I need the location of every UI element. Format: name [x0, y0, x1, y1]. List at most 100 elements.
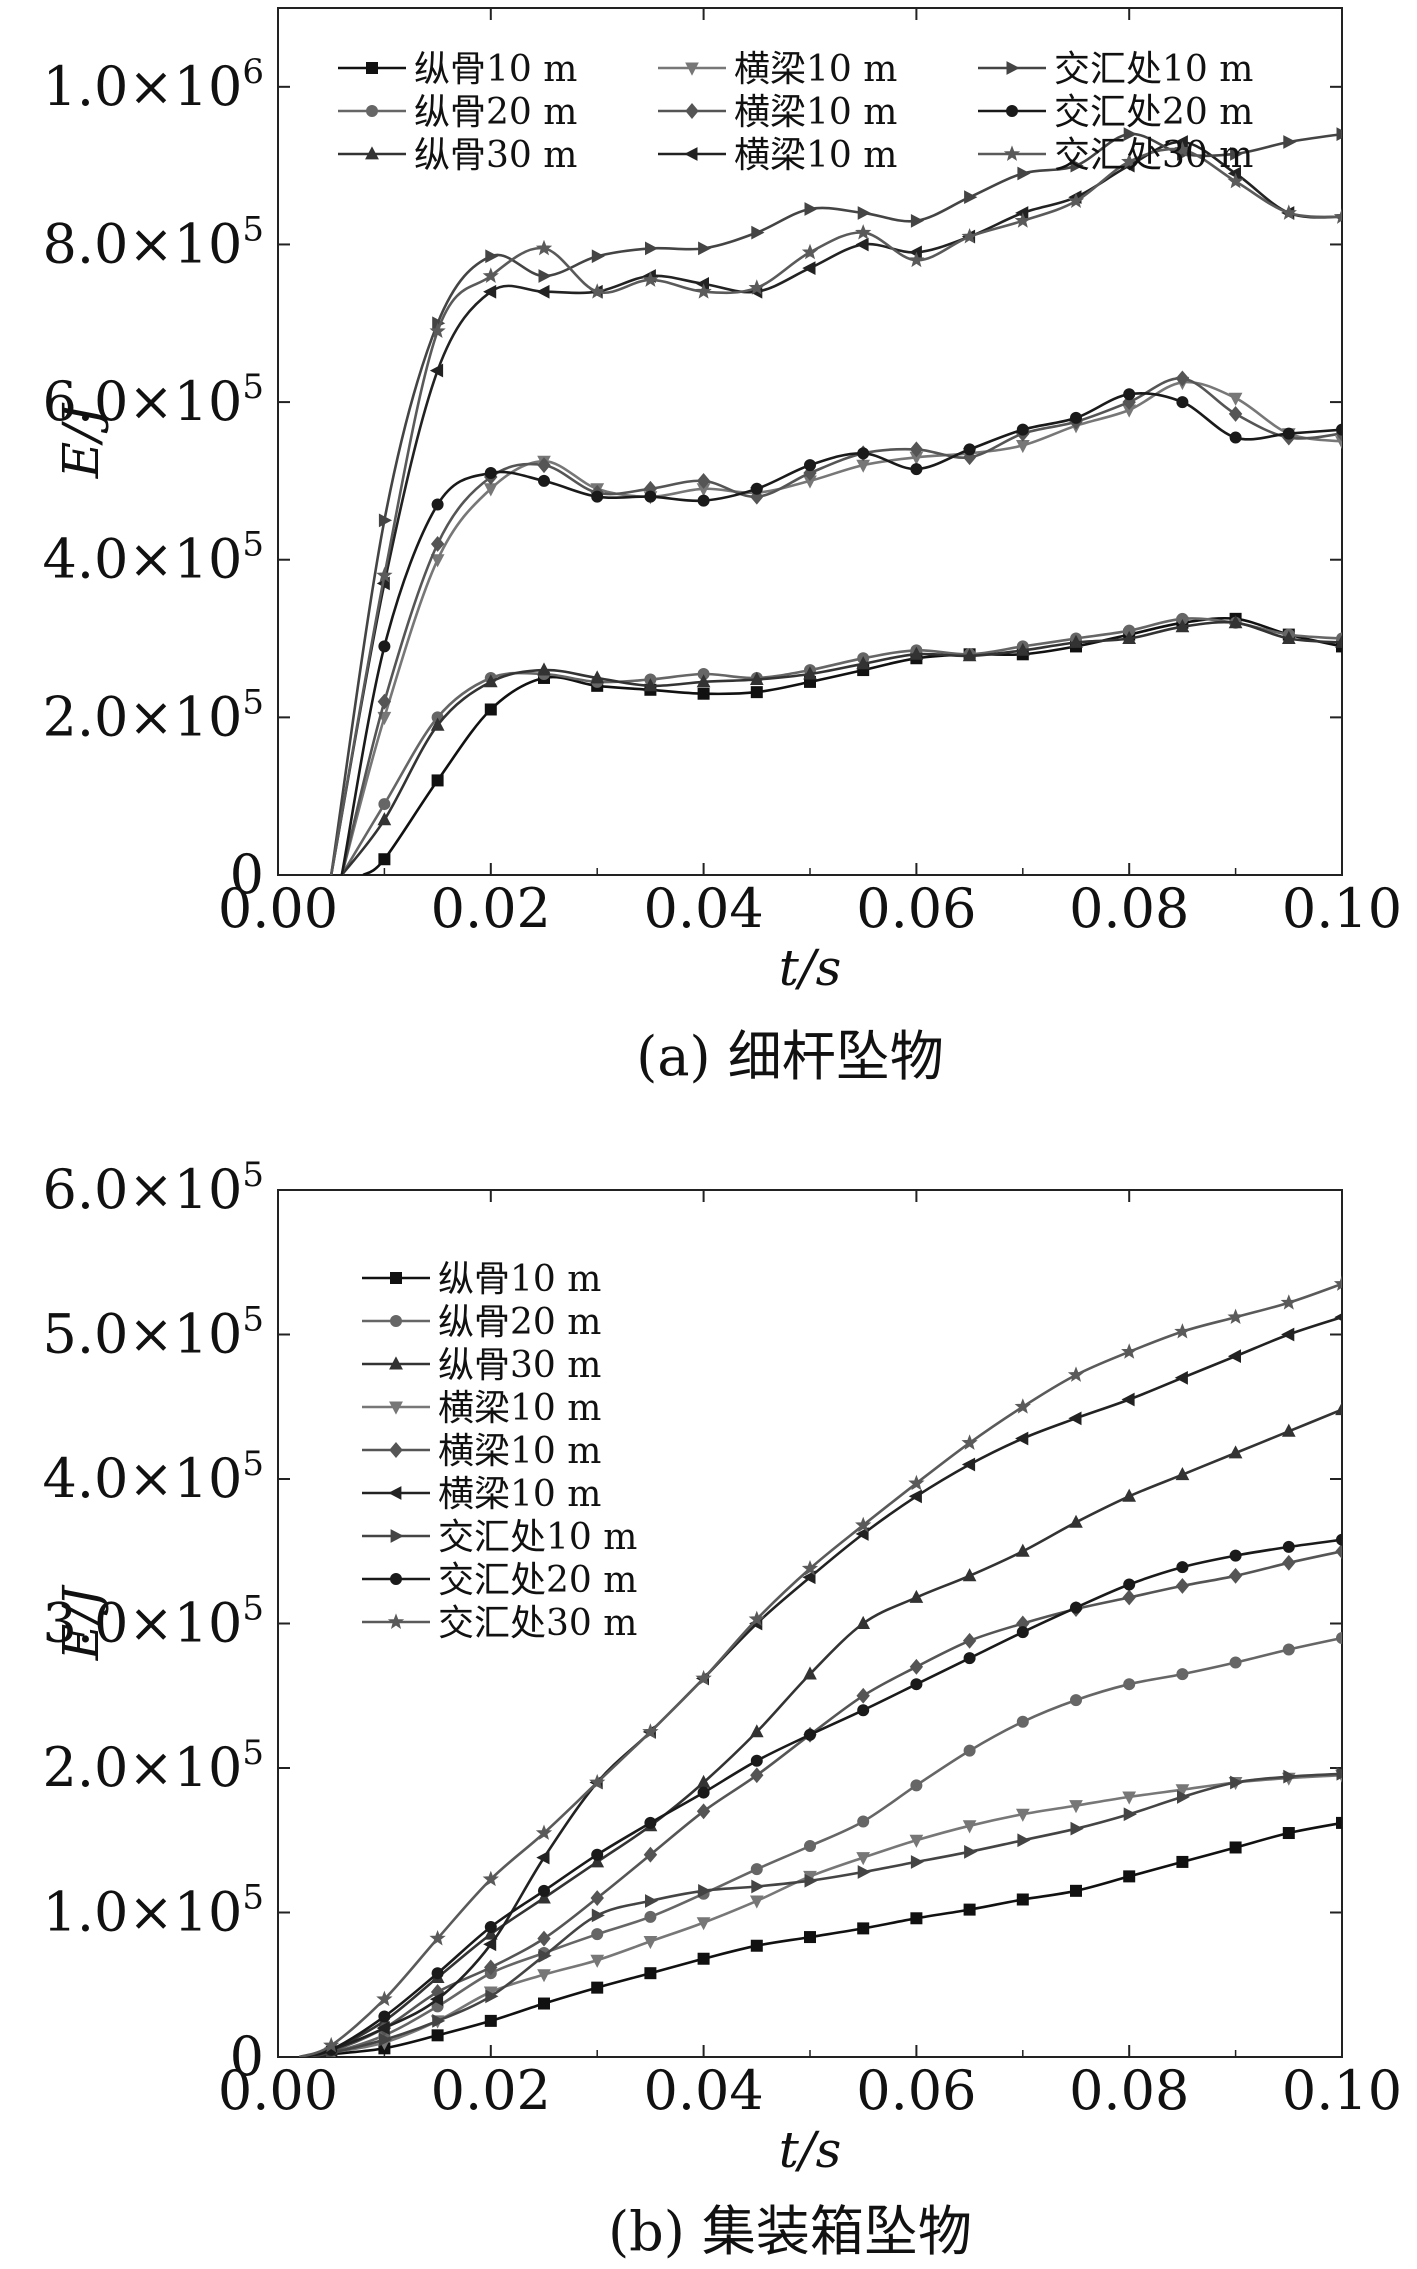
series-line — [299, 1538, 1342, 2057]
data-point — [802, 1570, 816, 1585]
legend-marker — [390, 1272, 402, 1284]
data-point — [1067, 192, 1085, 209]
data-point — [749, 1895, 764, 1909]
legend-marker — [366, 105, 378, 117]
data-point — [643, 678, 658, 692]
legend-marker — [390, 1573, 402, 1585]
data-point — [1229, 1549, 1242, 1562]
data-point — [642, 1723, 659, 1739]
data-point — [1335, 1543, 1342, 1560]
series-layer — [298, 1275, 1342, 2057]
y-tick-exponent: 5 — [242, 1589, 264, 1629]
data-point — [1334, 1313, 1342, 1322]
series-line — [299, 1315, 1342, 2057]
data-point — [590, 1854, 605, 1868]
data-point — [1229, 1841, 1242, 1854]
legend-marker — [1006, 61, 1020, 75]
data-point — [962, 1820, 977, 1834]
data-point — [1335, 634, 1342, 648]
legend-marker — [390, 1529, 404, 1543]
data-point — [1122, 1589, 1136, 1606]
data-point — [803, 1666, 817, 1680]
y-tick-exponent: 5 — [242, 1878, 264, 1918]
y-tick-label: 8.0×105 — [43, 209, 264, 275]
data-point — [1280, 1294, 1297, 1310]
data-point — [1336, 423, 1342, 436]
data-point — [591, 1848, 604, 1861]
panel-b-container-chart: 0.00 0.02 0.04 0.06 0.08 0.1001.0×1052.0×1053… — [43, 1155, 1403, 2263]
data-point — [696, 473, 711, 489]
data-point — [909, 441, 924, 458]
data-point — [908, 251, 925, 268]
x-tick-label: 0.08 — [1069, 877, 1189, 940]
data-point — [1228, 615, 1243, 629]
data-point — [1175, 619, 1190, 633]
data-point — [1227, 1349, 1241, 1364]
legend-label: 横梁10 m — [734, 135, 897, 176]
legend-label: 横梁10 m — [438, 1474, 601, 1515]
series-line — [340, 392, 1342, 875]
y-tick-mantissa: 6.0×10 — [43, 1158, 243, 1221]
data-point — [591, 249, 605, 264]
data-point — [963, 1903, 976, 1916]
data-point — [1015, 642, 1030, 656]
data-point — [537, 1890, 551, 1904]
data-point — [856, 1852, 871, 1866]
data-point — [538, 1884, 550, 1897]
data-point — [591, 1928, 604, 1941]
data-point — [964, 190, 978, 205]
data-point — [856, 1687, 870, 1704]
data-point — [963, 443, 976, 456]
data-point — [645, 241, 659, 256]
data-point — [431, 774, 444, 787]
y-tick-exponent: 5 — [242, 525, 264, 565]
y-tick-exponent: 6 — [242, 52, 264, 92]
data-point — [429, 1930, 446, 1946]
x-axis-label: t/s — [779, 2121, 842, 2179]
data-point — [697, 1786, 710, 1799]
data-point — [751, 225, 765, 240]
data-point — [483, 1926, 498, 1940]
data-point — [378, 2032, 393, 2047]
data-point — [698, 1883, 712, 1898]
data-point — [1333, 208, 1342, 224]
data-point — [430, 536, 445, 552]
data-point — [748, 1610, 765, 1627]
data-point — [537, 1930, 551, 1947]
data-point — [643, 1846, 658, 1863]
y-tick-mantissa: 0 — [230, 843, 264, 906]
y-tick-label: 2.0×105 — [43, 682, 264, 748]
data-point — [378, 853, 391, 866]
data-point — [535, 1824, 553, 1840]
data-point — [536, 1850, 550, 1865]
data-point — [644, 1967, 657, 1980]
data-point — [961, 1457, 976, 1472]
data-point — [1230, 1775, 1244, 1790]
data-point — [857, 447, 870, 460]
data-point — [644, 1910, 657, 1923]
legend-label: 纵骨30 m — [438, 1345, 601, 1386]
data-point — [908, 1474, 925, 1491]
data-point — [642, 271, 659, 287]
data-point — [1017, 166, 1031, 181]
data-point — [1070, 1884, 1082, 1897]
y-tick-mantissa: 3.0×10 — [43, 1592, 243, 1655]
data-point — [908, 1489, 922, 1504]
panel-a-slender-rod-chart: 0.00 0.02 0.04 0.06 0.08 0.1002.0×1054.0×1056… — [43, 7, 1402, 1088]
data-point — [1014, 212, 1031, 228]
data-point — [1016, 423, 1029, 436]
y-tick-label: 4.0×105 — [43, 525, 264, 591]
y-axis-label: E/J — [52, 1584, 110, 1661]
data-point — [910, 213, 925, 228]
data-point — [430, 554, 445, 568]
series-line — [298, 1282, 1342, 2057]
data-point — [537, 1969, 551, 1983]
data-point — [589, 283, 606, 299]
legend-label: 交汇处30 m — [438, 1603, 637, 1644]
data-point — [1123, 1807, 1137, 1822]
data-point — [962, 1568, 977, 1582]
data-point — [748, 279, 765, 295]
y-tick-mantissa: 4.0×10 — [43, 1447, 243, 1510]
x-tick-label: 0.02 — [431, 2059, 551, 2122]
data-point — [1123, 1678, 1136, 1691]
